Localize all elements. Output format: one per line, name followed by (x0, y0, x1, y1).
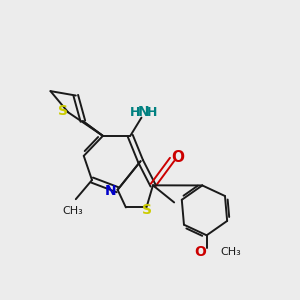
Text: N: N (138, 105, 149, 119)
Text: CH₃: CH₃ (221, 247, 242, 257)
Text: N: N (104, 184, 116, 198)
Text: H: H (130, 106, 140, 119)
Text: O: O (194, 245, 206, 259)
Text: S: S (58, 104, 68, 118)
Text: CH₃: CH₃ (62, 206, 83, 216)
Text: S: S (142, 203, 152, 218)
Text: H: H (147, 106, 158, 119)
Text: O: O (171, 150, 184, 165)
